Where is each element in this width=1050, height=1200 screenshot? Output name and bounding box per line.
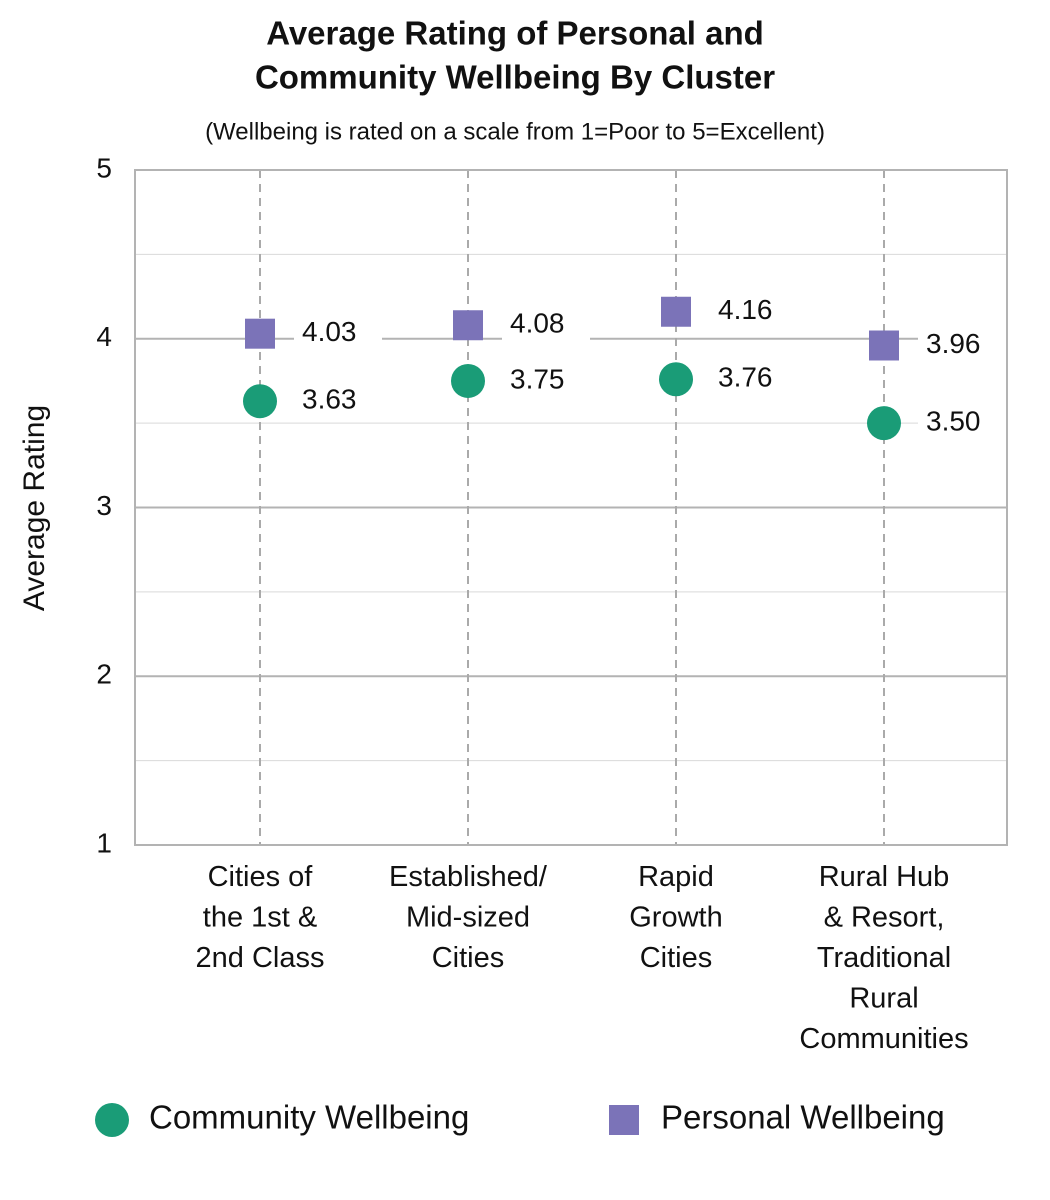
y-tick-label: 3 [96, 490, 112, 521]
chart-title: Community Wellbeing By Cluster [255, 59, 775, 96]
legend-label: Personal Wellbeing [661, 1099, 945, 1136]
label-background [918, 403, 1006, 444]
marker [867, 406, 901, 441]
marker [453, 310, 483, 341]
label-background [294, 381, 382, 422]
x-tick-label: Established/Mid-sized Cities [389, 861, 548, 974]
legend-item: Community Wellbeing [95, 1099, 469, 1137]
marker [451, 363, 485, 398]
data-label: 3.76 [718, 362, 773, 393]
label-background [502, 360, 590, 401]
data-label: 3.96 [926, 328, 981, 359]
legend-swatch [95, 1103, 129, 1137]
y-tick-label: 1 [96, 827, 112, 858]
label-background [710, 291, 798, 332]
legend-swatch [609, 1105, 639, 1135]
marker [661, 296, 691, 327]
y-tick-label: 4 [96, 321, 112, 352]
x-tick-label: Rural Hub & Resort, Traditional Rural Commun… [799, 861, 968, 1055]
data-label: 4.03 [302, 316, 357, 347]
data-label: 4.08 [510, 308, 565, 339]
data-label: 4.16 [718, 294, 773, 325]
label-background [710, 359, 798, 400]
data-label: 3.63 [302, 384, 357, 415]
chart-title: Average Rating of Personal and [266, 15, 764, 52]
marker [659, 362, 693, 397]
data-label: 3.75 [510, 363, 565, 394]
plot-frame [134, 169, 1008, 846]
marker [243, 384, 277, 419]
legend-item: Personal Wellbeing [609, 1099, 945, 1136]
x-tick-label: Cities of the 1st & 2nd Class [196, 861, 325, 974]
label-background [294, 313, 382, 354]
data-label: 3.50 [926, 406, 981, 437]
x-tick-label: Rapid Growth Cities [629, 861, 722, 974]
label-background [502, 305, 590, 346]
marker [245, 318, 275, 349]
chart-subtitle: (Wellbeing is rated on a scale from 1=Po… [205, 118, 825, 145]
y-tick-label: 2 [96, 659, 112, 690]
label-background [918, 325, 1006, 366]
y-tick-label: 5 [96, 152, 112, 183]
y-axis-label: Average Rating [18, 405, 51, 611]
legend-label: Community Wellbeing [149, 1099, 469, 1136]
marker [869, 330, 899, 361]
